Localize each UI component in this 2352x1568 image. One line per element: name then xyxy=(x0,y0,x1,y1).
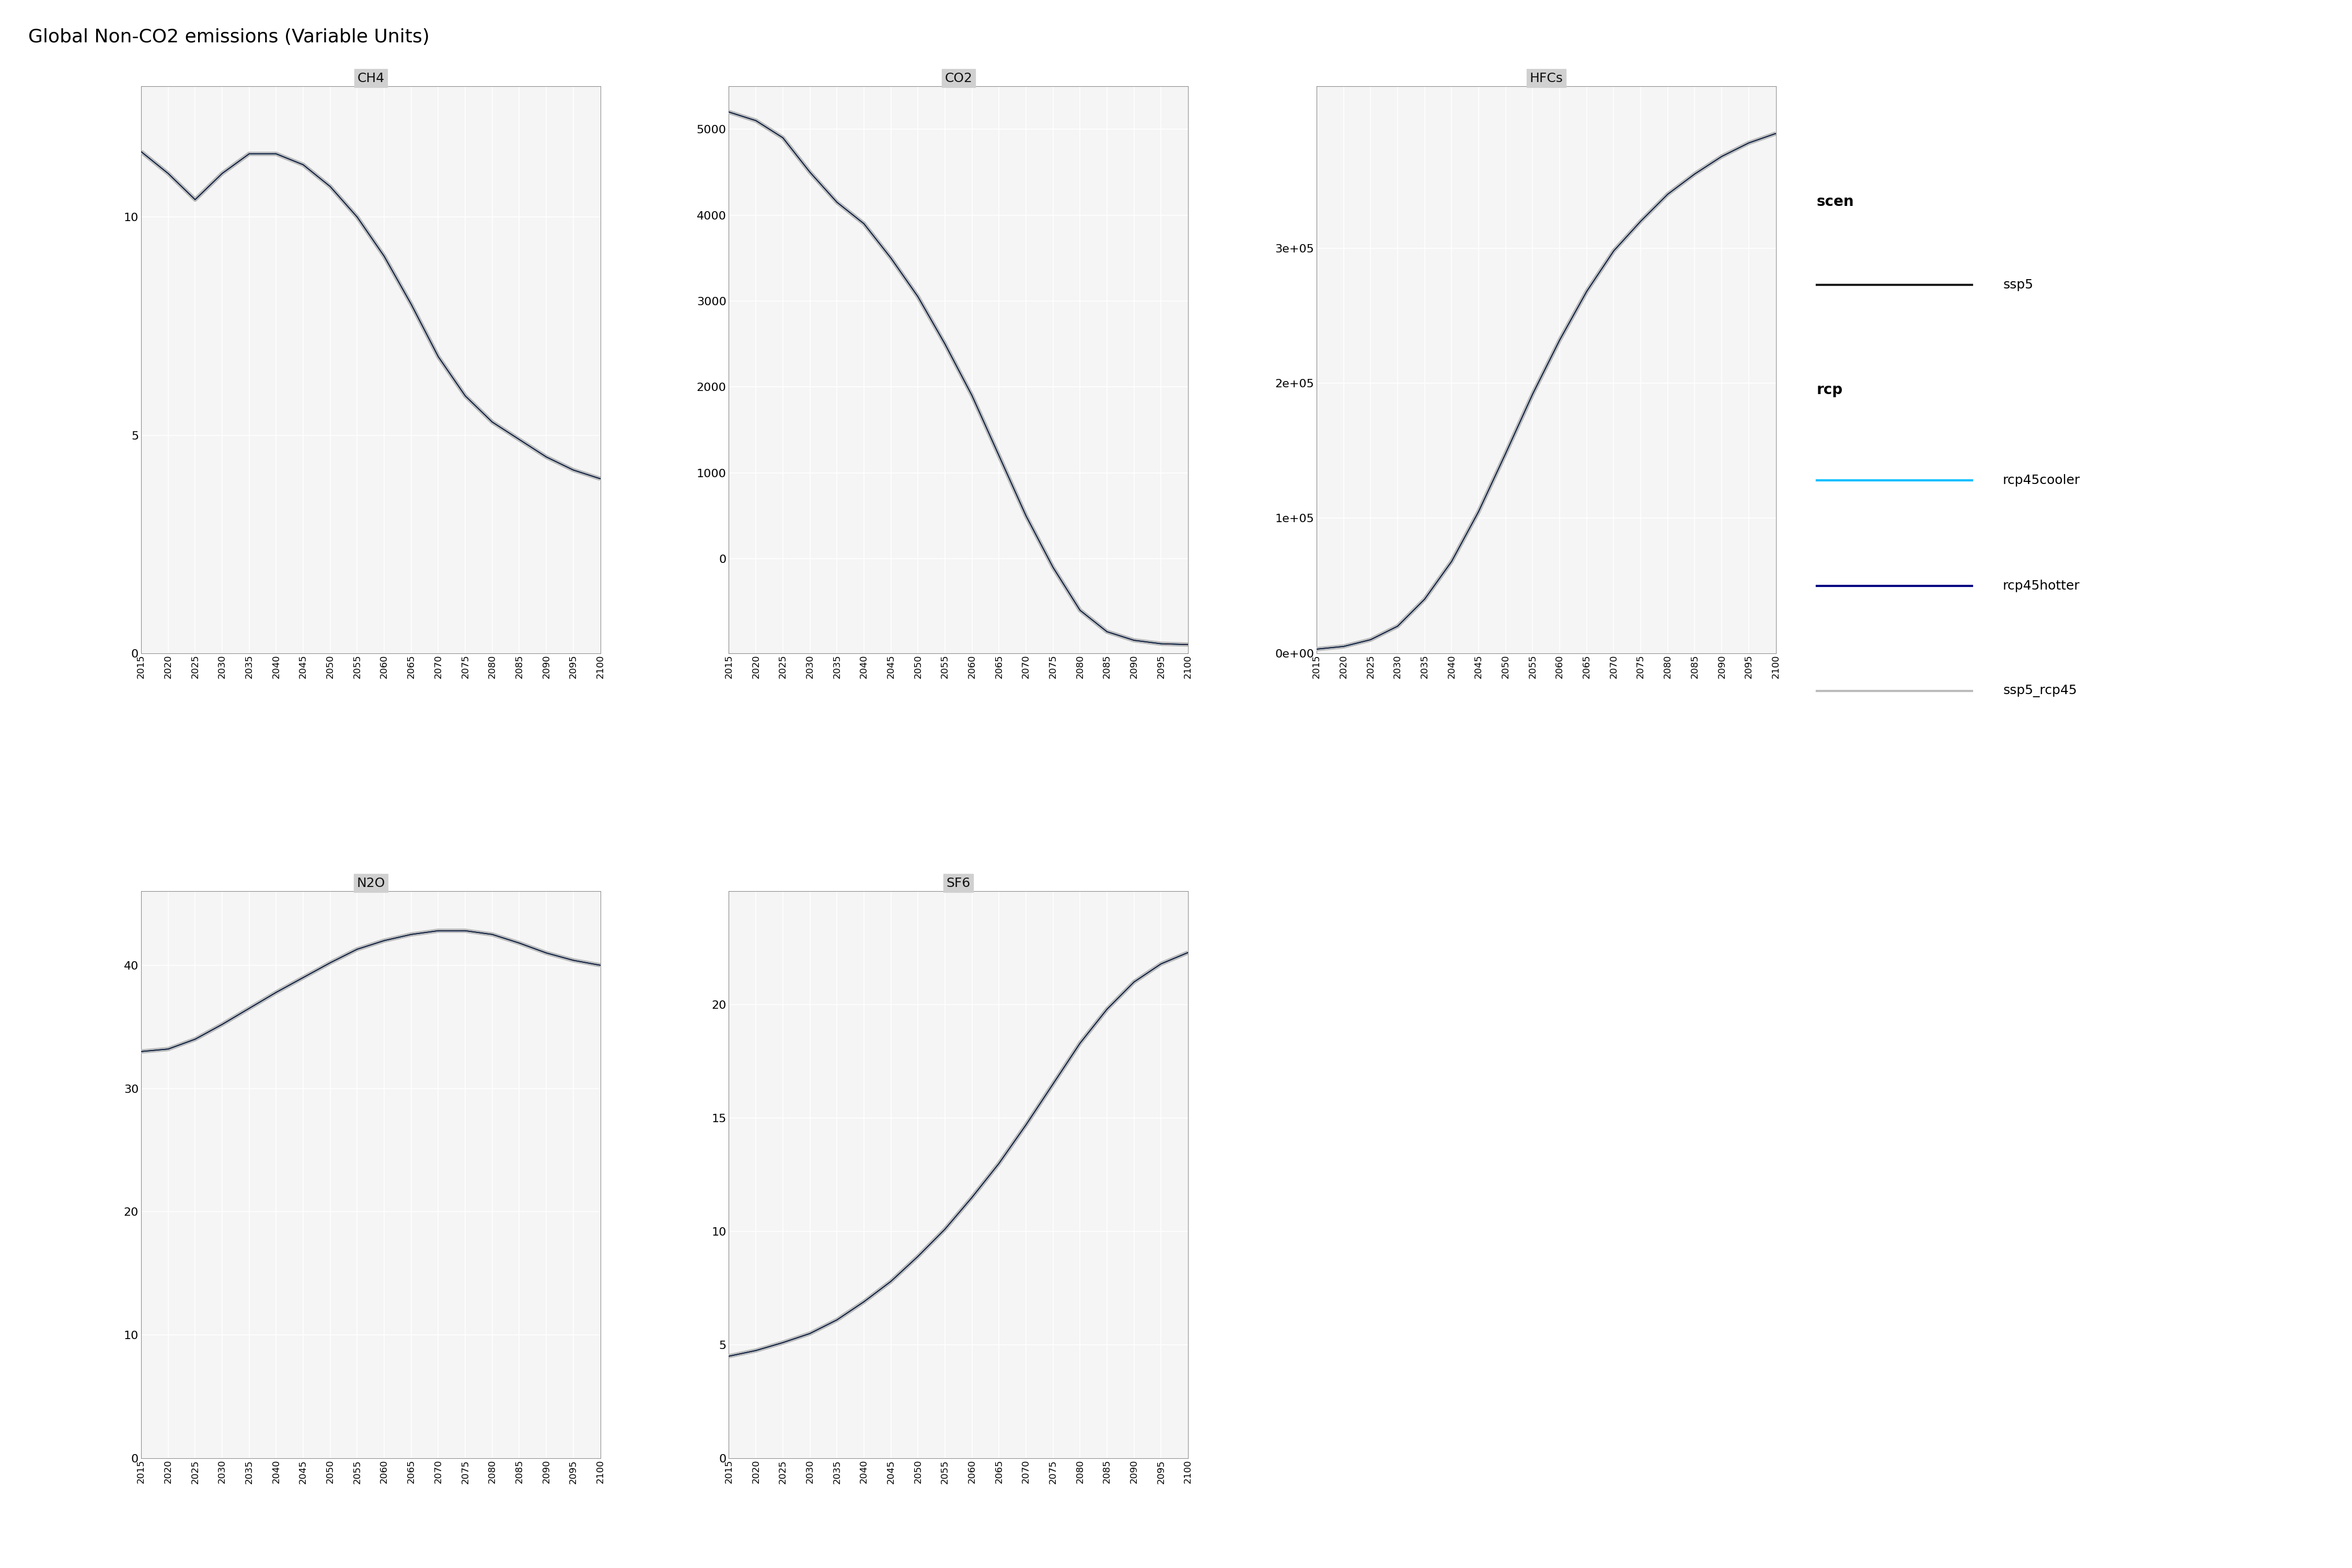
Text: rcp: rcp xyxy=(1816,383,1844,397)
Title: SF6: SF6 xyxy=(946,877,971,889)
Title: HFCs: HFCs xyxy=(1529,72,1562,85)
Title: N2O: N2O xyxy=(358,877,386,889)
Text: rcp45cooler: rcp45cooler xyxy=(2004,474,2082,486)
Text: rcp45hotter: rcp45hotter xyxy=(2004,580,2079,593)
Text: ssp5: ssp5 xyxy=(2004,279,2032,292)
Text: Global Non-CO2 emissions (Variable Units): Global Non-CO2 emissions (Variable Units… xyxy=(28,28,430,45)
Text: scen: scen xyxy=(1816,194,1853,209)
Text: ssp5_rcp45: ssp5_rcp45 xyxy=(2004,685,2077,698)
Title: CO2: CO2 xyxy=(946,72,971,85)
Title: CH4: CH4 xyxy=(358,72,383,85)
